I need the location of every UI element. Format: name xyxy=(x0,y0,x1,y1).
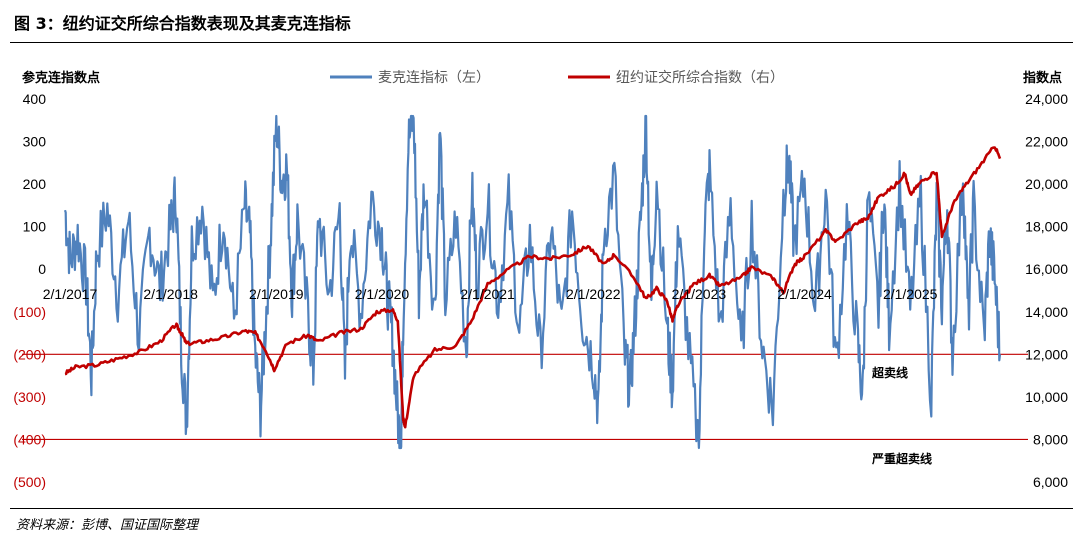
legend-label-mcclellan: 麦克连指标（左） xyxy=(378,70,490,86)
left-tick-label: (500) xyxy=(13,474,46,490)
series-line-nyse xyxy=(64,146,1002,429)
left-tick-label: (300) xyxy=(13,389,46,405)
x-tick-label: 2/1/2018 xyxy=(143,286,198,302)
right-tick-label: 20,000 xyxy=(1025,176,1068,192)
left-axis-label: 参克连指数点 xyxy=(22,70,100,86)
source-note: 资料来源：彭博、国证国际整理 xyxy=(16,518,199,533)
x-tick-label: 2/1/2023 xyxy=(672,286,727,302)
right-tick-label: 22,000 xyxy=(1025,134,1068,150)
right-tick-label: 16,000 xyxy=(1025,261,1068,277)
series-line-mcclellan xyxy=(63,114,1002,450)
title-divider xyxy=(10,42,1073,43)
x-axis-ticks: 2/1/2017 2/1/2018 2/1/2019 2/1/2020 2/1/2021… xyxy=(43,286,938,302)
right-tick-label: 8,000 xyxy=(1033,431,1068,447)
x-tick-label: 2/1/2020 xyxy=(355,286,410,302)
left-tick-label: 0 xyxy=(38,261,46,277)
right-axis-label: 指数点 xyxy=(1023,70,1062,86)
severe-oversold-line-label: 严重超卖线 xyxy=(871,451,932,466)
left-tick-label: 100 xyxy=(23,219,47,235)
right-tick-label: 24,000 xyxy=(1025,91,1068,107)
right-tick-label: 14,000 xyxy=(1025,304,1068,320)
legend: 麦克连指标（左） 纽约证交所综合指数（右） xyxy=(330,69,784,86)
right-tick-label: 6,000 xyxy=(1033,474,1068,490)
series-layer xyxy=(63,114,1002,450)
right-axis-ticks: 24,000 22,000 20,000 18,000 16,000 14,000 12,0… xyxy=(1025,91,1068,490)
left-tick-label: 200 xyxy=(23,176,47,192)
x-tick-label: 2/1/2021 xyxy=(460,286,515,302)
left-tick-label: 300 xyxy=(23,134,47,150)
oversold-line-label: 超卖线 xyxy=(871,365,908,380)
x-tick-label: 2/1/2024 xyxy=(777,286,832,302)
x-tick-label: 2/1/2019 xyxy=(249,286,304,302)
x-tick-label: 2/1/2022 xyxy=(566,286,621,302)
legend-label-nyse: 纽约证交所综合指数（右） xyxy=(616,69,784,86)
right-tick-label: 12,000 xyxy=(1025,346,1068,362)
left-tick-label: (100) xyxy=(13,304,46,320)
x-tick-label: 2/1/2025 xyxy=(883,286,938,302)
left-tick-label: 400 xyxy=(23,91,47,107)
source-divider xyxy=(10,508,1073,509)
right-tick-label: 18,000 xyxy=(1025,219,1068,235)
x-tick-label: 2/1/2017 xyxy=(43,286,98,302)
right-tick-label: 10,000 xyxy=(1025,389,1068,405)
chart-title: 图 3：纽约证交所综合指数表现及其麦克连指标 xyxy=(14,14,351,33)
